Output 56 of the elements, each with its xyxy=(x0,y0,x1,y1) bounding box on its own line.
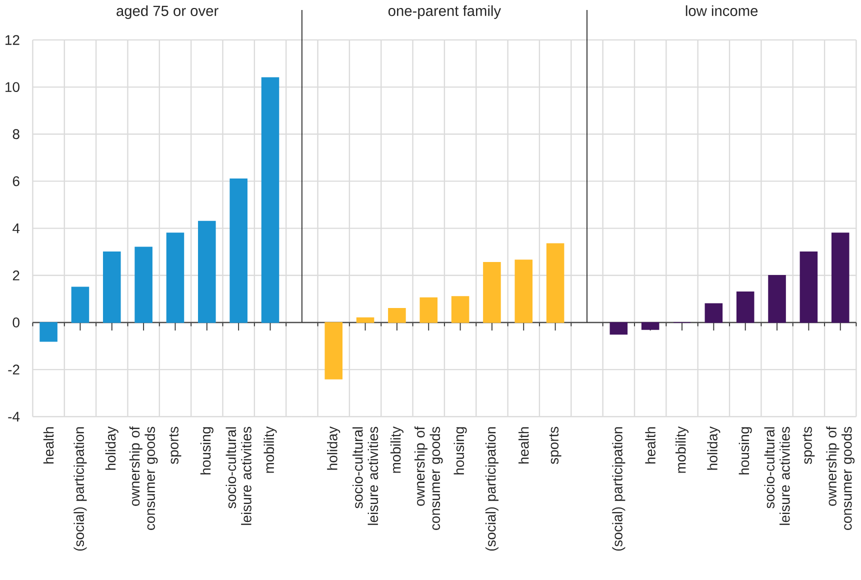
bar xyxy=(40,322,58,342)
x-tick-label: socio-cultural leisure activities xyxy=(226,427,252,526)
bar xyxy=(704,303,723,324)
x-tick-label: health xyxy=(43,428,54,464)
x-tick-label: health xyxy=(645,428,656,464)
bar xyxy=(420,298,438,324)
y-tick-label: 12 xyxy=(6,35,20,46)
x-tick-label: sports xyxy=(169,427,182,464)
bar xyxy=(451,296,470,324)
y-tick-label: 2 xyxy=(12,270,20,281)
bar xyxy=(134,246,152,324)
chart-title: aged 75 or over xyxy=(116,6,218,20)
bar xyxy=(198,221,216,324)
x-tick-label: (social) participation xyxy=(612,428,626,551)
bar xyxy=(641,322,660,330)
bar xyxy=(388,308,406,324)
chart-title: low income xyxy=(686,6,758,16)
chart-title: one-parent family xyxy=(388,6,501,20)
x-tick-label: sports xyxy=(802,427,815,464)
bar xyxy=(736,292,754,324)
x-tick-label: mobility xyxy=(675,426,689,474)
x-tick-label: socio-cultural leisure activities xyxy=(352,427,378,526)
y-tick-label: 10 xyxy=(6,82,20,92)
y-tick-label: 8 xyxy=(12,129,20,140)
bar xyxy=(356,318,374,324)
bar xyxy=(514,260,533,324)
bar xyxy=(800,252,818,324)
y-tick-label: -4 xyxy=(8,412,20,422)
bar xyxy=(546,243,564,324)
x-tick-label: sports xyxy=(549,427,562,464)
bar xyxy=(324,322,342,380)
x-tick-label: housing xyxy=(738,428,752,475)
y-tick-label: 4 xyxy=(12,224,20,234)
bar xyxy=(71,287,90,324)
bar xyxy=(261,77,280,324)
y-tick-label: 0 xyxy=(12,318,20,328)
y-tick-label: -2 xyxy=(8,364,20,375)
bar xyxy=(166,232,184,324)
x-tick-label: (social) participation xyxy=(485,428,498,551)
bar xyxy=(102,252,121,324)
x-tick-label: socio-cultural leisure activities xyxy=(764,427,790,526)
x-tick-label: mobility xyxy=(264,426,277,474)
x-tick-label: health xyxy=(518,428,529,464)
bar xyxy=(230,178,248,324)
x-tick-label: mobility xyxy=(390,426,404,474)
x-tick-label: holiday xyxy=(105,426,118,470)
x-tick-label: holiday xyxy=(327,426,340,470)
bar xyxy=(483,262,501,324)
x-tick-label: (social) participation xyxy=(74,428,87,551)
bar xyxy=(768,275,786,324)
bar xyxy=(610,322,628,335)
x-tick-label: holiday xyxy=(707,426,720,470)
x-tick-label: housing xyxy=(200,428,214,475)
x-tick-label: housing xyxy=(454,428,467,475)
y-tick-label: 6 xyxy=(12,176,20,186)
bar xyxy=(831,232,850,324)
